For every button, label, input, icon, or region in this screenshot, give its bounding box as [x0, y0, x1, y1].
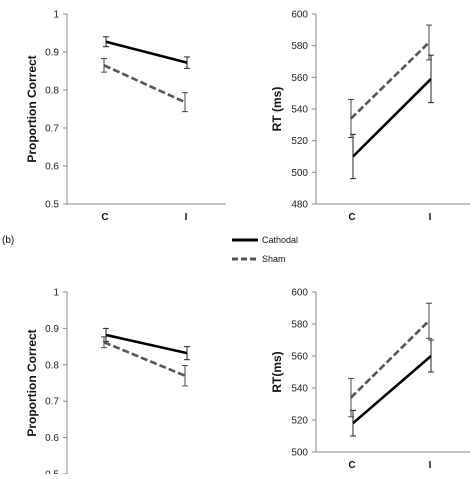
y-tick-label: 580: [291, 320, 308, 331]
y-axis-label: Proportion Correct: [25, 329, 39, 436]
y-tick-label: 0.5: [45, 200, 59, 211]
x-category-label: I: [429, 460, 432, 471]
series-line-cathodal: [105, 40, 188, 64]
y-tick-label: 0.7: [45, 124, 59, 135]
legend-label-cathodal: Cathodal: [262, 235, 298, 245]
chart-bottom-right-rt: 600 580 560 540 520 500 RT(ms) C I: [270, 288, 470, 471]
series-line-sham: [103, 341, 186, 377]
panel-label-b: (b): [2, 235, 14, 246]
series-line-cathodal: [352, 77, 432, 158]
y-tick-label: 480: [291, 200, 308, 211]
chart-top-right-rt: 600 580 560 540 520 500 480 RT (ms) C I: [270, 10, 470, 223]
y-tick-label: 600: [291, 10, 308, 21]
y-tick-label: 0.9: [45, 324, 59, 335]
chart-bottom-left-accuracy: 1 0.9 0.8 0.7 0.6 0.5 Proportion Correct: [25, 288, 190, 479]
y-tick-label: 0.8: [45, 360, 59, 371]
y-tick-label: 0.9: [45, 48, 59, 59]
legend: Cathodal Sham: [232, 235, 298, 264]
y-tick-label: 520: [291, 416, 308, 427]
y-tick-label: 540: [291, 384, 308, 395]
series-line-cathodal: [352, 355, 432, 425]
series-line-sham: [350, 41, 430, 120]
x-category-label: C: [348, 212, 355, 223]
series-line-cathodal: [105, 333, 188, 355]
y-axis-label: Proportion Correct: [25, 55, 39, 162]
x-category-label: C: [101, 212, 108, 223]
y-tick-label: 0.8: [45, 86, 59, 97]
y-tick-label: 600: [291, 288, 308, 299]
legend-label-sham: Sham: [262, 254, 286, 264]
y-tick-label: 1: [53, 288, 59, 299]
y-axis-label: RT(ms): [270, 351, 284, 392]
y-tick-label: 0.7: [45, 397, 59, 408]
y-tick-label: 0.6: [45, 433, 59, 444]
series-line-sham: [103, 64, 186, 104]
y-tick-label: 520: [291, 136, 308, 147]
x-category-label: I: [429, 212, 432, 223]
y-tick-label: 1: [53, 10, 59, 21]
y-tick-label: 540: [291, 105, 308, 116]
y-tick-label: 0.5: [45, 470, 59, 475]
y-tick-label: 580: [291, 41, 308, 52]
y-tick-label: 560: [291, 352, 308, 363]
chart-top-left-accuracy: 1 0.9 0.8 0.7 0.6 0.5 Proportion Correct C I: [25, 10, 226, 223]
series-line-sham: [350, 319, 430, 399]
y-tick-label: 560: [291, 73, 308, 84]
x-category-label: C: [348, 460, 355, 471]
y-tick-label: 500: [291, 448, 308, 459]
y-tick-label: 0.6: [45, 162, 59, 173]
y-tick-label: 500: [291, 168, 308, 179]
y-axis-label: RT (ms): [270, 87, 284, 132]
x-category-label: I: [185, 212, 188, 223]
